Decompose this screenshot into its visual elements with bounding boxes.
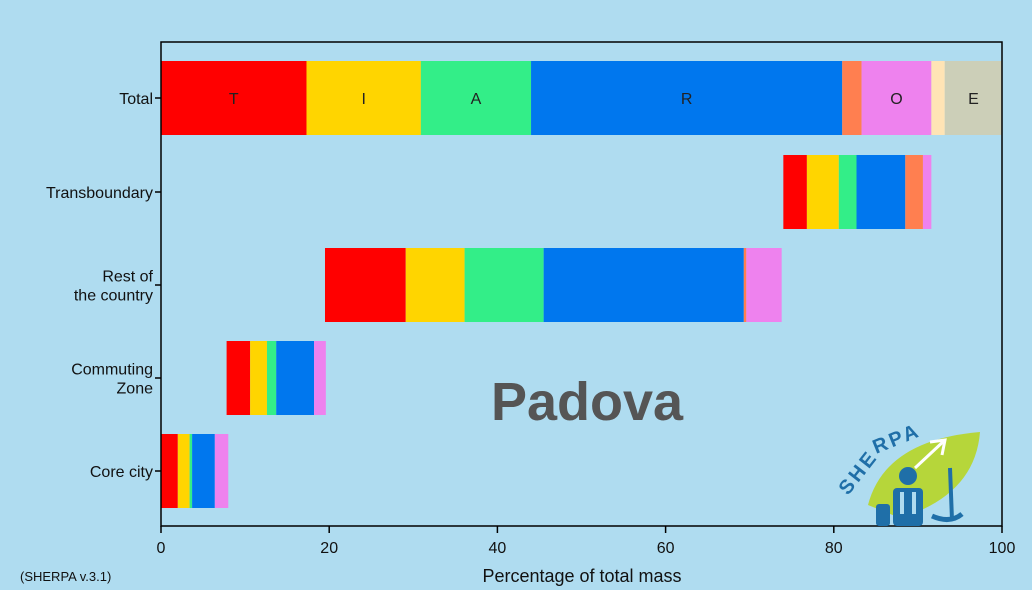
bar-segment xyxy=(746,248,782,322)
segment-label: T xyxy=(229,91,239,108)
bar-segment xyxy=(306,61,421,135)
bar-segment xyxy=(276,341,315,415)
bar-segment xyxy=(905,155,923,229)
bar-segment xyxy=(783,155,807,229)
y-category-label: Total xyxy=(119,91,153,108)
arrow-icon xyxy=(913,438,947,470)
x-tick-label: 60 xyxy=(657,540,675,557)
bar-segment xyxy=(931,61,945,135)
pole-icon xyxy=(948,467,954,521)
y-category-label: the country xyxy=(74,288,153,305)
bar-segment xyxy=(856,155,906,229)
segment-label: O xyxy=(890,91,902,108)
y-category-label: Commuting xyxy=(71,362,153,379)
bar-segment xyxy=(861,61,932,135)
y-axis: Total Transboundary Rest of the country Comm… xyxy=(46,91,161,481)
bar-segment xyxy=(250,341,267,415)
bar-segment xyxy=(214,434,229,508)
bar-segment xyxy=(806,155,839,229)
y-category-label: Core city xyxy=(90,464,153,481)
bar-segment xyxy=(464,248,544,322)
x-tick-label: 0 xyxy=(157,540,166,557)
chart-title: Padova xyxy=(491,372,684,432)
version-note: (SHERPA v.3.1) xyxy=(20,569,111,584)
bar-segment xyxy=(314,341,326,415)
bar-segment xyxy=(324,248,406,322)
bar-segment xyxy=(189,434,193,508)
bar-segment xyxy=(842,61,862,135)
person-head-icon xyxy=(899,467,917,485)
x-tick-label: 20 xyxy=(320,540,338,557)
bar-segment xyxy=(838,155,857,229)
bar-segment xyxy=(226,341,251,415)
person-body-icon xyxy=(893,488,923,526)
y-category-label: Zone xyxy=(117,381,154,398)
bar-segment xyxy=(944,61,1002,135)
segment-label: A xyxy=(471,91,482,108)
x-axis: 0 20 40 60 80 100 xyxy=(157,526,1016,557)
x-tick-label: 80 xyxy=(825,540,843,557)
segment-label: I xyxy=(361,91,365,108)
plot-frame xyxy=(160,41,1003,527)
y-category-label: Rest of xyxy=(102,269,153,286)
segment-label: E xyxy=(968,91,979,108)
y-category-label: Transboundary xyxy=(46,185,153,202)
bar-segment xyxy=(266,341,277,415)
bar-segment xyxy=(161,434,178,508)
x-tick-label: 40 xyxy=(489,540,507,557)
segment-label: R xyxy=(681,91,693,108)
bar-segment xyxy=(177,434,190,508)
bar-segment xyxy=(161,61,307,135)
bar-segment xyxy=(922,155,932,229)
bar-segment xyxy=(192,434,215,508)
x-tick-label: 100 xyxy=(989,540,1016,557)
bar-segment xyxy=(543,248,744,322)
bar-segment xyxy=(420,61,532,135)
bar-segment xyxy=(405,248,465,322)
bar-segment xyxy=(743,248,747,322)
bar-segment xyxy=(531,61,843,135)
x-axis-label: Percentage of total mass xyxy=(482,566,681,586)
